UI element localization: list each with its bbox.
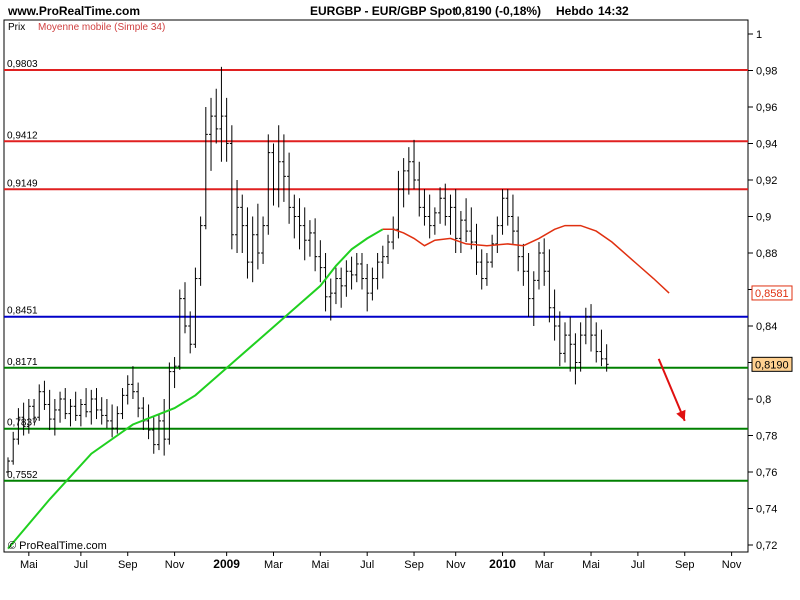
x-tick-label: Mar bbox=[535, 559, 554, 571]
moving-average-line bbox=[7, 224, 670, 550]
last-price-value: 0,8190 bbox=[755, 359, 789, 371]
instrument-title: EURGBP - EUR/GBP Spot bbox=[310, 4, 456, 18]
clock-time: 14:32 bbox=[598, 4, 629, 18]
site-name: www.ProRealTime.com bbox=[7, 4, 140, 18]
y-tick-label: 0,88 bbox=[756, 248, 777, 260]
price-tags: 0,8581 0,8190 bbox=[751, 285, 793, 372]
last-quote: 0,8190 (-0,18%) bbox=[455, 4, 541, 18]
x-tick-label: Jul bbox=[631, 559, 645, 571]
y-tick-label: 0,94 bbox=[756, 139, 777, 151]
y-tick-label: 0,8 bbox=[756, 394, 771, 406]
y-tick-label: 0,76 bbox=[756, 467, 777, 479]
forecast-arrow bbox=[657, 358, 686, 422]
forecast-arrow-head bbox=[676, 409, 686, 421]
horizontal-levels: 0,9803 0,9412 0,9149 0,8451 0,8171 0,7837 0,75… bbox=[4, 59, 748, 482]
level-label: 0,9803 bbox=[7, 59, 38, 70]
moving-average-rising bbox=[7, 228, 384, 550]
moving-average-legend: Moyenne mobile (Simple 34) bbox=[38, 22, 165, 33]
level-label: 0,8451 bbox=[7, 306, 38, 317]
y-tick-label: 0,78 bbox=[756, 431, 777, 443]
ma-value-tag bbox=[751, 285, 793, 301]
y-tick-label: 0,84 bbox=[756, 321, 777, 333]
x-tick-label: Jul bbox=[360, 559, 374, 571]
x-tick-label: Nov bbox=[722, 559, 742, 571]
x-tick-label: Sep bbox=[675, 559, 695, 571]
forecast-arrow-shaft bbox=[657, 358, 686, 422]
x-tick-label: Jul bbox=[74, 559, 88, 571]
y-tick-label: 0,72 bbox=[756, 540, 777, 552]
x-tick-label: Mai bbox=[582, 559, 600, 571]
footer-copyright: © ProRealTime.com bbox=[8, 540, 107, 552]
y-tick-label: 1 bbox=[756, 29, 762, 41]
level-label: 0,7837 bbox=[7, 418, 38, 429]
x-tick-label: 2010 bbox=[489, 557, 516, 571]
time-axis: Mai Jul Sep Nov 2009 Mar Mai Jul Sep Nov 2010 Mar Ma… bbox=[20, 552, 742, 571]
y-tick-label: 0,98 bbox=[756, 66, 777, 78]
moving-average-falling bbox=[382, 224, 670, 294]
y-tick-label: 0,74 bbox=[756, 504, 777, 516]
level-label: 0,9149 bbox=[7, 178, 38, 189]
y-tick-label: 0,96 bbox=[756, 102, 777, 114]
x-tick-label: Sep bbox=[404, 559, 424, 571]
level-label: 0,9412 bbox=[7, 130, 38, 141]
x-tick-label: Mai bbox=[20, 559, 38, 571]
level-label: 0,7552 bbox=[7, 470, 38, 481]
x-tick-label: Mai bbox=[311, 559, 329, 571]
x-tick-label: Mar bbox=[264, 559, 283, 571]
ma-value: 0,8581 bbox=[755, 288, 789, 300]
level-label: 0,8171 bbox=[7, 357, 38, 368]
plot-frame bbox=[3, 19, 749, 553]
timeframe-label: Hebdo bbox=[556, 4, 593, 18]
price-panel-label: Prix bbox=[8, 22, 25, 33]
ohlc-bars bbox=[6, 66, 609, 476]
x-tick-label: Nov bbox=[165, 559, 185, 571]
last-price-tag bbox=[751, 356, 793, 372]
x-tick-label: Nov bbox=[446, 559, 466, 571]
x-tick-label: 2009 bbox=[213, 557, 240, 571]
x-tick-label: Sep bbox=[118, 559, 138, 571]
y-tick-label: 0,92 bbox=[756, 175, 777, 187]
y-tick-label: 0,9 bbox=[756, 212, 771, 224]
